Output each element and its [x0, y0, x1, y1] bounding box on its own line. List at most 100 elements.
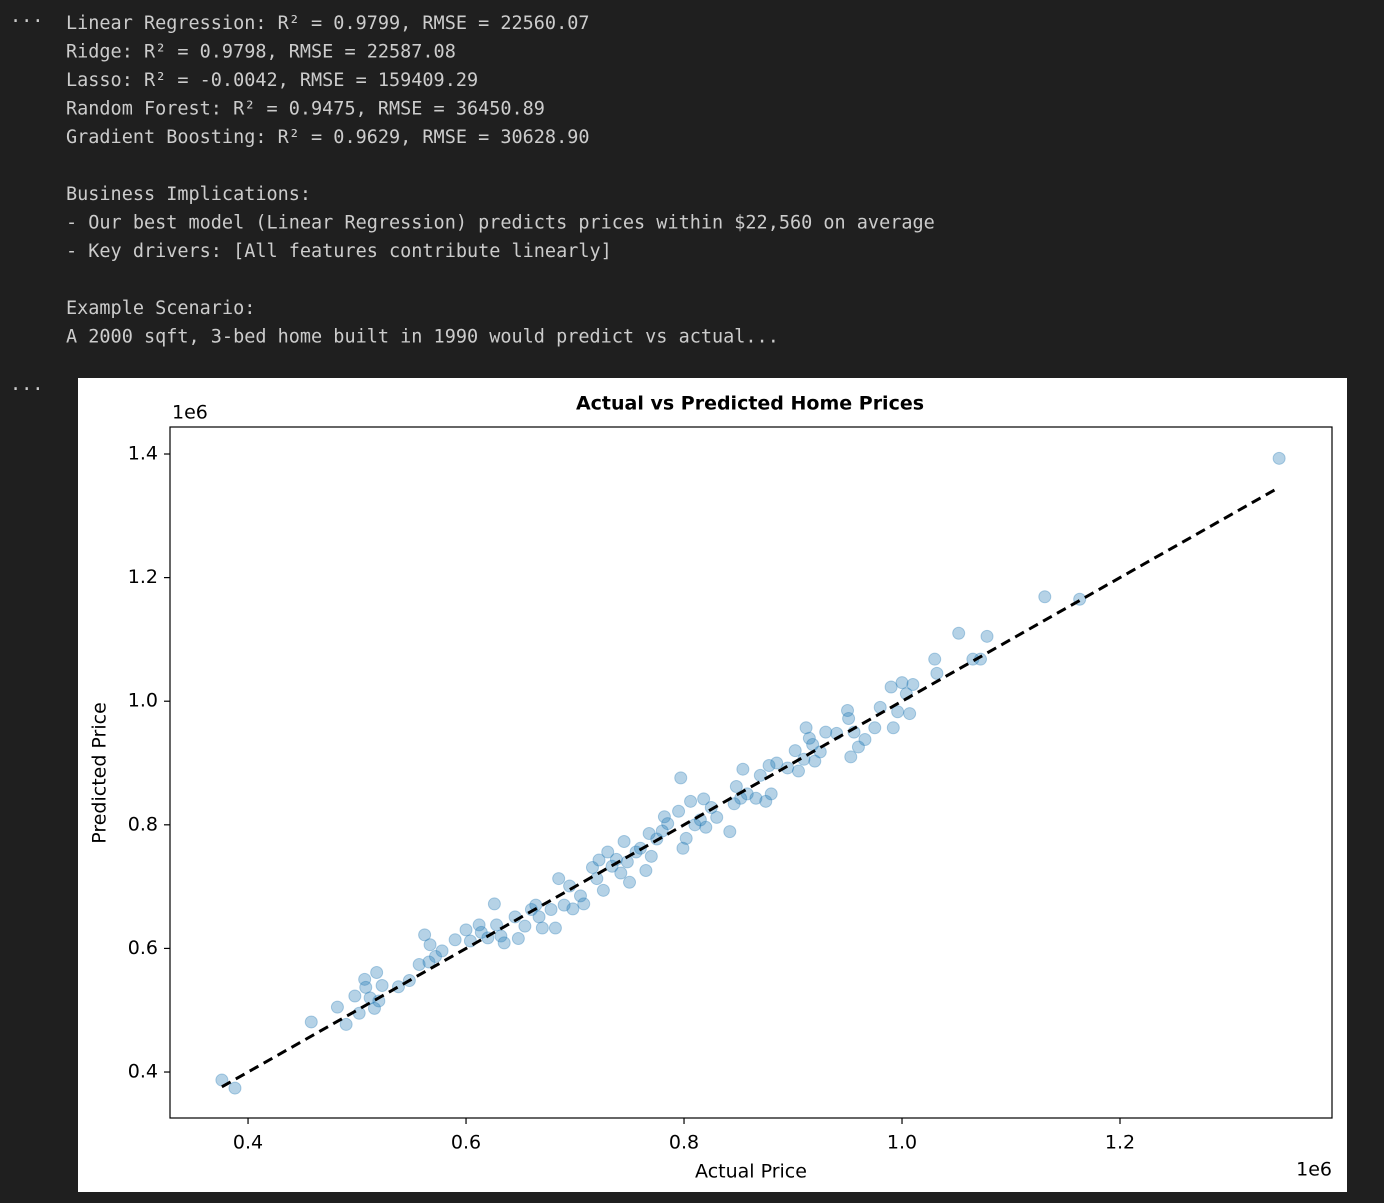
scatter-point — [729, 779, 743, 793]
scatter-point — [891, 705, 905, 719]
scatter-point — [644, 849, 658, 863]
chart-title: Actual vs Predicted Home Prices — [576, 393, 924, 415]
scatter-point — [676, 841, 690, 855]
scatter-point — [497, 936, 511, 950]
scatter-point — [684, 794, 698, 808]
scatter-point — [642, 826, 656, 840]
scatter-point — [429, 949, 443, 963]
scatter-point — [791, 764, 805, 778]
y-tick-label: 0.6 — [128, 937, 158, 959]
scatter-point — [657, 810, 671, 824]
scatter-point — [367, 1001, 381, 1015]
scatter-point — [679, 831, 693, 845]
scatter-point — [903, 707, 917, 721]
scatter-point — [788, 744, 802, 758]
scatter-point — [655, 824, 669, 838]
scatter-point — [723, 825, 737, 839]
scatter-point — [472, 918, 486, 932]
scatter-point — [710, 810, 724, 824]
scatter-point — [544, 902, 558, 916]
scatter-point — [566, 902, 580, 916]
scatter-point — [952, 626, 966, 640]
scatter-point — [884, 680, 898, 694]
scatter-point — [764, 787, 778, 801]
scatter-point — [228, 1081, 242, 1095]
scatter-point — [1272, 451, 1286, 465]
scatter-point — [895, 676, 909, 690]
scatter-point — [375, 978, 389, 992]
scatter-point — [759, 794, 773, 808]
scatter-point — [672, 804, 686, 818]
scatter-point — [868, 721, 882, 735]
scatter-point — [749, 791, 763, 805]
scatter-point — [614, 866, 628, 880]
y-tick-label: 0.8 — [128, 813, 158, 835]
scatter-point — [418, 928, 432, 942]
scatter-point — [435, 944, 449, 958]
scatter-point — [813, 745, 827, 759]
scatter-point — [474, 925, 488, 939]
output-prompt: ··· — [10, 11, 43, 32]
scatter-point — [928, 652, 942, 666]
y-offset-label: 1e6 — [172, 402, 208, 424]
scatter-point — [548, 921, 562, 935]
plot-frame — [169, 426, 1333, 1119]
output-line: - Our best model (Linear Regression) pre… — [66, 213, 935, 234]
scatter-point — [886, 721, 900, 735]
scatter-point — [552, 872, 566, 886]
scatter-point — [930, 666, 944, 680]
scatter-point — [699, 820, 713, 834]
x-tick-label: 1.2 — [1105, 1132, 1135, 1154]
scatter-point — [487, 897, 501, 911]
scatter-point — [358, 972, 372, 986]
scatter-point — [359, 980, 373, 994]
y-tick-label: 1.4 — [128, 443, 158, 465]
output-line: Gradient Boosting: R² = 0.9629, RMSE = 3… — [66, 127, 589, 148]
scatter-point — [352, 1006, 366, 1020]
scatter-point — [459, 923, 473, 937]
scatter-point — [661, 817, 675, 831]
scatter-point — [535, 921, 549, 935]
scatter-point — [370, 966, 384, 980]
scatter-point — [639, 864, 653, 878]
scatter-point — [518, 919, 532, 933]
x-tick-label: 1.0 — [887, 1132, 917, 1154]
scatter-point — [423, 938, 437, 952]
output-prompt: ··· — [10, 379, 43, 400]
scatter-point — [851, 740, 865, 754]
scatter-point — [842, 712, 856, 726]
scatter-point — [727, 797, 741, 811]
y-axis-label: Predicted Price — [89, 702, 111, 844]
scatter-point — [532, 910, 546, 924]
scatter-point — [596, 883, 610, 897]
scatter-point — [448, 933, 462, 947]
output-line: - Key drivers: [All features contribute … — [66, 241, 612, 262]
scatter-point — [697, 792, 711, 806]
scatter-point — [858, 733, 872, 747]
scatter-point — [573, 889, 587, 903]
y-tick-label: 1.0 — [128, 690, 158, 712]
scatter-point — [841, 703, 855, 717]
output-line: Linear Regression: R² = 0.9799, RMSE = 2… — [66, 13, 589, 34]
scatter-point — [304, 1015, 318, 1029]
scatter-point — [623, 875, 637, 889]
x-offset-label: 1e6 — [1296, 1159, 1332, 1181]
scatter-point — [511, 932, 525, 946]
scatter-point — [674, 771, 688, 785]
scatter-point — [802, 731, 816, 745]
output-line: Random Forest: R² = 0.9475, RMSE = 36450… — [66, 99, 545, 120]
scatter-point — [529, 898, 543, 912]
scatter-point — [617, 835, 631, 849]
x-tick-label: 0.6 — [451, 1132, 481, 1154]
scatter-point — [844, 750, 858, 764]
scatter-point — [557, 898, 571, 912]
scatter-point — [590, 872, 604, 886]
scatter-point — [1038, 590, 1052, 604]
reference-line — [221, 486, 1280, 1089]
output-line: Ridge: R² = 0.9798, RMSE = 22587.08 — [66, 42, 456, 63]
scatter-point — [762, 758, 776, 772]
scatter-point — [753, 768, 767, 782]
output-line: Example Scenario: — [66, 298, 255, 319]
